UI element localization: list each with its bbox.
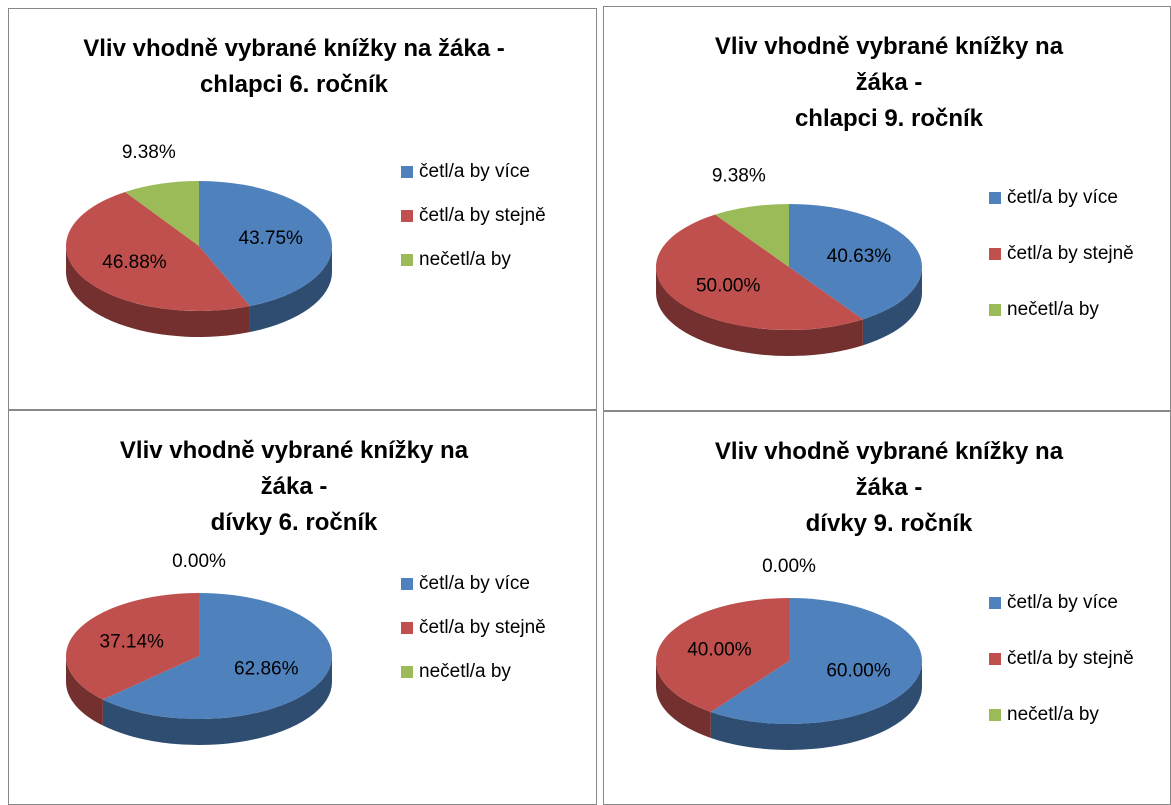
legend-swatch	[989, 709, 1001, 721]
legend-label: nečetl/a by	[419, 661, 511, 682]
chart-title: Vliv vhodně vybrané knížky na žáka - dív…	[714, 438, 1064, 537]
data-label: 60.00%	[826, 661, 891, 682]
legend-item: četl/a by stejně	[989, 241, 1149, 267]
slice	[655, 598, 789, 712]
legend-item: nečetl/a by	[989, 297, 1149, 323]
legend-swatch	[989, 597, 1001, 609]
legend-swatch	[401, 210, 413, 222]
slice-side	[656, 661, 711, 738]
chart-panel: 60.00% 40.00% 0.00% Vliv vhodně vybrané kní…	[603, 411, 1171, 805]
data-label: 62.86%	[234, 659, 299, 680]
legend-item: četl/a by více	[989, 590, 1149, 616]
chart-panel: 62.86% 37.14% 0.00% Vliv vhodně vybrané kní…	[8, 410, 597, 805]
pie-chart: 40.63% 50.00% 9.38%	[655, 166, 922, 357]
legend-item: četl/a by stejně	[401, 615, 561, 641]
data-label: 50.00%	[696, 275, 761, 296]
data-label: 43.75%	[239, 228, 304, 249]
legend-label: četl/a by stejně	[419, 617, 546, 638]
slice-side	[862, 267, 922, 346]
legend-swatch	[401, 578, 413, 590]
legend-item: nečetl/a by	[401, 659, 561, 685]
chart-panel: 43.75% 46.88% 9.38% Vliv vhodně vybrané kní…	[8, 8, 597, 410]
legend-swatch	[989, 304, 1001, 316]
legend-item: četl/a by stejně	[989, 646, 1149, 672]
data-label: 37.14%	[100, 631, 165, 652]
slice-side	[66, 246, 250, 337]
legend-label: četl/a by stejně	[419, 205, 546, 226]
data-label: 9.38%	[712, 166, 766, 187]
legend-swatch	[401, 666, 413, 678]
slice	[125, 181, 199, 246]
data-label: 9.38%	[122, 142, 176, 163]
legend-swatch	[989, 653, 1001, 665]
legend-label: nečetl/a by	[1007, 299, 1099, 320]
slice-side	[249, 246, 332, 333]
pie-chart: 43.75% 46.88% 9.38%	[66, 142, 332, 337]
legend-label: četl/a by více	[419, 573, 530, 594]
legend-item: četl/a by stejně	[401, 203, 561, 229]
legend-label: četl/a by stejně	[1007, 243, 1134, 264]
slice	[65, 593, 199, 700]
slice	[710, 598, 922, 724]
pie-chart: 62.86% 37.14% 0.00%	[65, 551, 333, 746]
slice	[715, 204, 789, 267]
slice-side	[66, 656, 103, 726]
legend-label: nečetl/a by	[419, 249, 511, 270]
data-label: 40.00%	[687, 639, 752, 660]
data-label: 0.00%	[172, 551, 226, 572]
legend-item: četl/a by více	[989, 185, 1149, 211]
slice	[66, 191, 250, 311]
legend-swatch	[401, 254, 413, 266]
legend-label: četl/a by stejně	[1007, 648, 1134, 669]
legend-label: četl/a by více	[1007, 592, 1118, 613]
legend-item: nečetl/a by	[401, 247, 561, 273]
chart-title: Vliv vhodně vybrané knížky na žáka - chl…	[83, 35, 505, 98]
chart-panel: 40.63% 50.00% 9.38% Vliv vhodně vybrané kní…	[603, 6, 1171, 411]
slice	[199, 181, 332, 307]
chart-title: Vliv vhodně vybrané knížky na žáka - dív…	[119, 437, 469, 536]
slice	[655, 214, 863, 331]
slice-side	[710, 661, 922, 750]
legend-item: četl/a by více	[401, 571, 561, 597]
legend: četl/a by více četl/a by stejně nečetl/a b…	[989, 590, 1149, 758]
slice	[789, 204, 922, 320]
legend: četl/a by více četl/a by stejně nečetl/a b…	[401, 159, 561, 291]
slice-side	[656, 267, 863, 357]
legend-item: nečetl/a by	[989, 702, 1149, 728]
data-label: 46.88%	[102, 252, 167, 273]
pie-chart: 60.00% 40.00% 0.00%	[655, 556, 922, 750]
legend-item: četl/a by více	[401, 159, 561, 185]
data-label: 40.63%	[827, 246, 892, 267]
legend-swatch	[401, 166, 413, 178]
legend-label: nečetl/a by	[1007, 704, 1099, 725]
legend-label: četl/a by více	[1007, 187, 1118, 208]
legend-label: četl/a by více	[419, 161, 530, 182]
slice-side	[102, 656, 333, 746]
legend-swatch	[401, 622, 413, 634]
legend: četl/a by více četl/a by stejně nečetl/a b…	[989, 185, 1149, 353]
slice	[102, 593, 333, 719]
legend-swatch	[989, 192, 1001, 204]
data-label: 0.00%	[762, 556, 816, 577]
legend: četl/a by více četl/a by stejně nečetl/a b…	[401, 571, 561, 703]
chart-title: Vliv vhodně vybrané knížky na žáka - chl…	[714, 33, 1064, 132]
legend-swatch	[989, 248, 1001, 260]
